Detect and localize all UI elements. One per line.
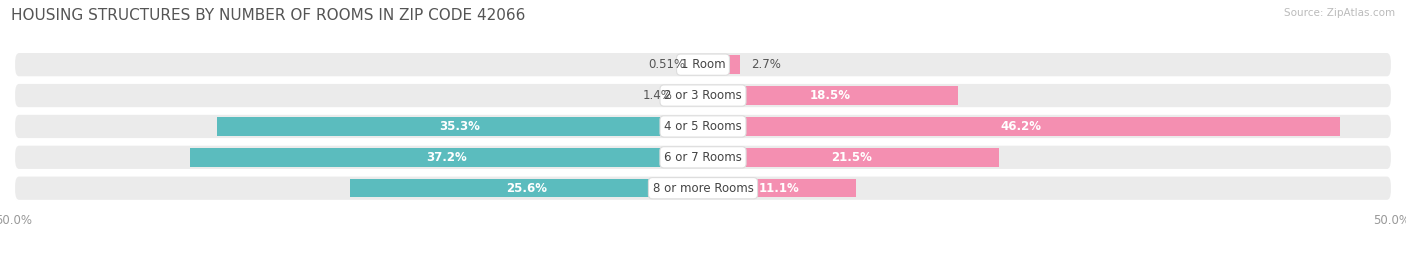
Text: 11.1%: 11.1%: [759, 182, 800, 195]
Text: 2.7%: 2.7%: [751, 58, 782, 71]
Text: 0.51%: 0.51%: [648, 58, 685, 71]
Bar: [703, 86, 957, 105]
Text: 1.4%: 1.4%: [643, 89, 672, 102]
Bar: [350, 179, 703, 197]
Bar: [703, 179, 856, 197]
FancyBboxPatch shape: [14, 83, 1392, 108]
Bar: [696, 55, 703, 74]
FancyBboxPatch shape: [14, 114, 1392, 139]
Bar: [217, 117, 703, 136]
Text: 18.5%: 18.5%: [810, 89, 851, 102]
FancyBboxPatch shape: [14, 145, 1392, 170]
FancyBboxPatch shape: [14, 52, 1392, 77]
Text: Source: ZipAtlas.com: Source: ZipAtlas.com: [1284, 8, 1395, 18]
FancyBboxPatch shape: [14, 176, 1392, 201]
Text: 4 or 5 Rooms: 4 or 5 Rooms: [664, 120, 742, 133]
Text: 37.2%: 37.2%: [426, 151, 467, 164]
Text: 6 or 7 Rooms: 6 or 7 Rooms: [664, 151, 742, 164]
Bar: [703, 117, 1340, 136]
Text: 21.5%: 21.5%: [831, 151, 872, 164]
Bar: [703, 55, 740, 74]
Text: 35.3%: 35.3%: [439, 120, 481, 133]
Bar: [190, 148, 703, 167]
Text: 25.6%: 25.6%: [506, 182, 547, 195]
Text: HOUSING STRUCTURES BY NUMBER OF ROOMS IN ZIP CODE 42066: HOUSING STRUCTURES BY NUMBER OF ROOMS IN…: [11, 8, 526, 23]
Text: 2 or 3 Rooms: 2 or 3 Rooms: [664, 89, 742, 102]
Bar: [683, 86, 703, 105]
Bar: [703, 148, 1000, 167]
Text: 46.2%: 46.2%: [1001, 120, 1042, 133]
Text: 1 Room: 1 Room: [681, 58, 725, 71]
Text: 8 or more Rooms: 8 or more Rooms: [652, 182, 754, 195]
